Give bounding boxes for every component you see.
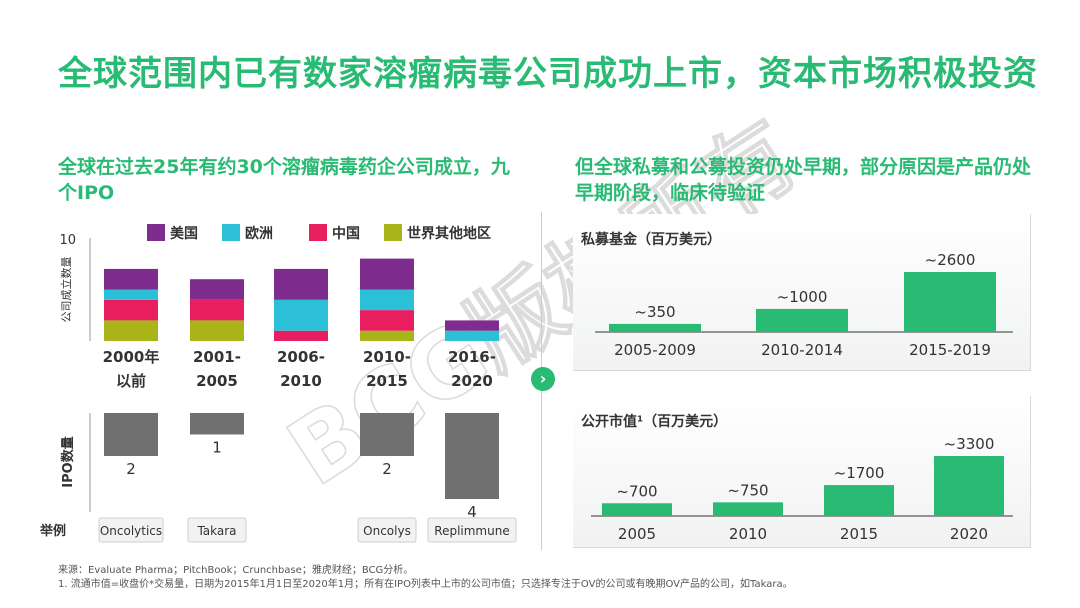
x-tick-label: 2020 <box>950 525 988 543</box>
ipo-bar <box>360 413 414 456</box>
x-tick-label: 2015 <box>366 372 408 390</box>
y-tick-label: 10 <box>59 233 76 248</box>
ipo-data-label: 2 <box>382 460 392 478</box>
bar-segment <box>274 299 328 331</box>
x-tick-label: 2010-2014 <box>761 341 843 359</box>
example-box <box>187 517 247 543</box>
chevron-right-icon: › <box>531 367 555 391</box>
x-tick-label: 2010 <box>280 372 322 390</box>
legend-label: 中国 <box>332 225 360 242</box>
data-label: ~3300 <box>944 435 995 453</box>
page-title: 全球范围内已有数家溶瘤病毒公司成功上市，资本市场积极投资 <box>58 54 1038 94</box>
x-tick-label: 2005 <box>618 525 656 543</box>
x-tick-label: 2005 <box>196 372 238 390</box>
bar <box>713 502 783 516</box>
bar <box>602 503 672 516</box>
x-tick-label: 2015-2019 <box>909 341 991 359</box>
x-tick-label: 以前 <box>116 372 146 390</box>
x-tick-label: 2006- <box>277 348 325 366</box>
bar-segment <box>104 289 158 300</box>
x-tick-label: 2010- <box>363 348 411 366</box>
data-label: ~1700 <box>834 464 885 482</box>
left-subtitle: 全球在过去25年有约30个溶瘤病毒药企公司成立，九个IPO <box>58 156 510 204</box>
data-label: ~700 <box>616 482 657 500</box>
x-tick-label: 2010 <box>729 525 767 543</box>
ipo-bar <box>190 413 244 435</box>
chart-title: 私募基金（百万美元） <box>581 231 721 248</box>
example-label: Oncolys <box>363 524 411 538</box>
bar-segment <box>360 310 414 331</box>
x-tick-label: 2005-2009 <box>614 341 696 359</box>
x-tick-label: 2016- <box>448 348 496 366</box>
legend-label: 欧洲 <box>245 225 273 242</box>
source-footnote: 来源：Evaluate Pharma；PitchBook；Crunchbase；… <box>58 565 414 576</box>
data-label: ~2600 <box>925 251 976 269</box>
ipo-axis-label: IPO数量 <box>60 436 76 487</box>
example-label: Oncolytics <box>100 524 162 538</box>
legend-swatch <box>384 224 402 241</box>
x-tick-label: 2020 <box>451 372 493 390</box>
example-label: Takara <box>196 524 236 538</box>
x-tick-label: 2015 <box>840 525 878 543</box>
legend-swatch <box>147 224 165 241</box>
legend-label: 美国 <box>170 225 198 242</box>
bar-segment <box>104 268 158 290</box>
bar-segment <box>190 320 244 341</box>
bar-segment <box>104 299 158 321</box>
bar-segment <box>190 299 244 321</box>
legend-label: 世界其他地区 <box>407 225 491 242</box>
x-tick-label: 2000年 <box>103 348 160 366</box>
example-label: Replimmune <box>434 524 509 538</box>
definition-footnote: 1. 流通市值=收盘价*交易量，日期为2015年1月1日至2020年1月；所有在… <box>58 579 793 590</box>
bar-segment <box>360 289 414 311</box>
private-funding-chart: 私募基金（百万美元） ~350 2005-2009 ~1000 2010-2014 ~26… <box>581 231 1013 359</box>
ipo-data-label: 2 <box>126 460 136 478</box>
x-tick-label: 2001- <box>193 348 241 366</box>
bar <box>904 272 996 332</box>
bar <box>609 323 701 332</box>
right-subtitle: 但全球私募和公募投资仍处早期，部分原因是产品仍处早期阶段，临床待验证 <box>575 156 1032 204</box>
legend-swatch <box>309 224 327 241</box>
bar-segment <box>445 330 499 341</box>
bar-segment <box>104 320 158 341</box>
ipo-data-label: 4 <box>467 503 477 521</box>
legend-swatch <box>222 224 240 241</box>
data-label: ~350 <box>634 303 675 321</box>
bar <box>824 485 894 516</box>
example-box <box>98 517 164 543</box>
public-market-chart: 公开市值¹（百万美元） ~700 2005 ~750 2010 ~1700 2015 ~330… <box>581 413 1013 543</box>
data-label: ~750 <box>727 481 768 499</box>
bar-segment <box>445 320 499 331</box>
bar <box>756 308 848 332</box>
examples-label: 举例 <box>39 523 66 539</box>
ipo-bar <box>445 413 499 499</box>
bar-segment <box>190 279 244 300</box>
ipo-bar <box>104 413 158 456</box>
bar-segment <box>360 330 414 341</box>
bar-segment <box>360 258 414 290</box>
data-label: ~1000 <box>777 288 828 306</box>
bar-segment <box>274 268 328 300</box>
bar-segment <box>274 330 328 341</box>
ipo-data-label: 1 <box>212 439 222 457</box>
example-box <box>427 517 517 543</box>
y-axis-label: 公司成立数量 <box>59 257 73 323</box>
bar <box>934 456 1004 516</box>
example-box <box>357 517 417 543</box>
chart-title: 公开市值¹（百万美元） <box>581 413 727 430</box>
